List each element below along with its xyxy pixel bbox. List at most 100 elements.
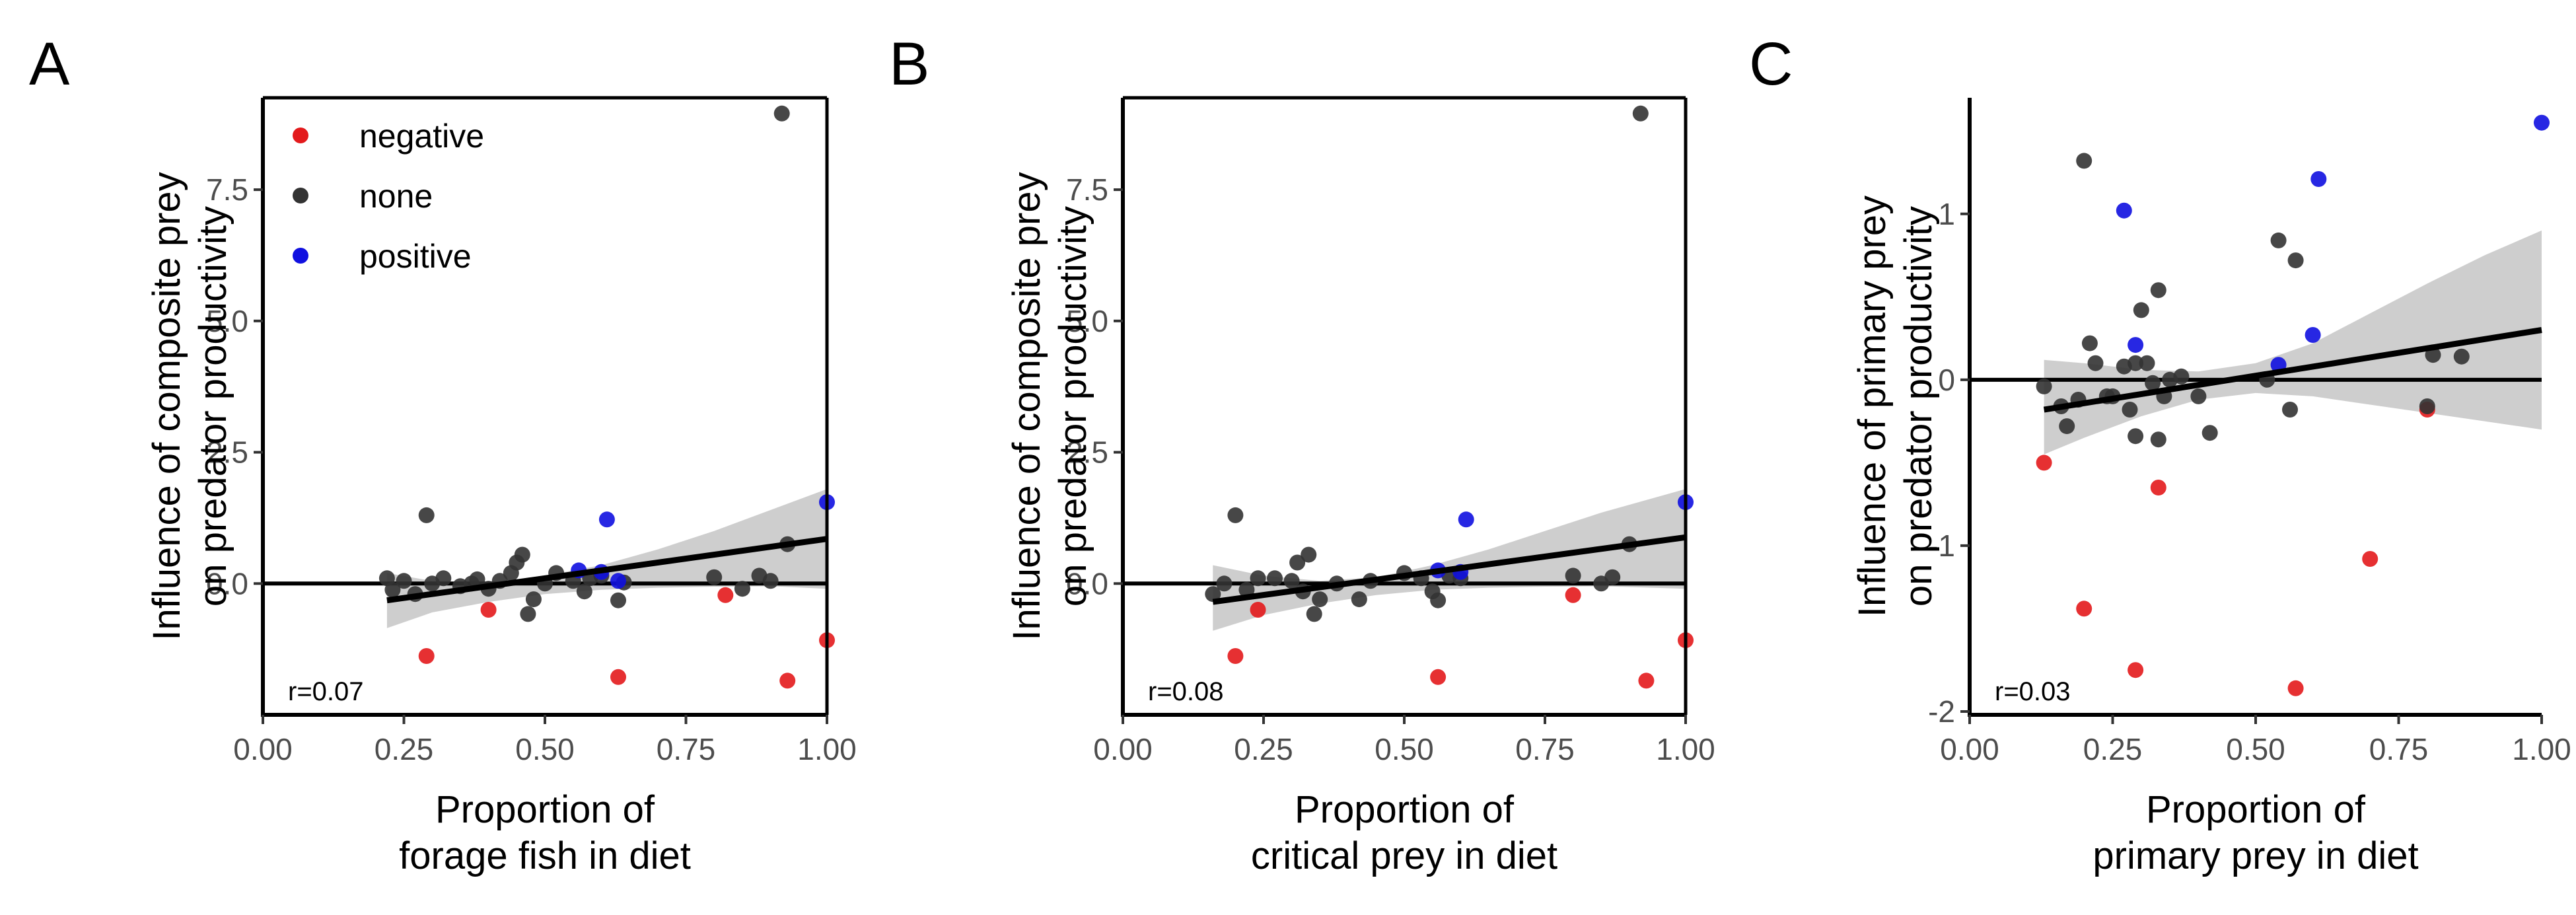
data-point <box>717 587 734 603</box>
y-axis-label: Influence of composite prey <box>1005 172 1048 640</box>
x-axis-label: Proportion of <box>2146 788 2366 831</box>
data-point <box>480 602 497 618</box>
x-tick-label: 0.25 <box>2083 732 2143 766</box>
x-tick-label: 0.25 <box>375 732 434 766</box>
legend-key <box>293 248 308 264</box>
y-tick-label: 0.0 <box>206 566 248 601</box>
data-point <box>2133 302 2149 318</box>
data-point <box>2419 398 2435 414</box>
data-point <box>610 592 626 608</box>
x-tick-label: 1.00 <box>1656 732 1715 766</box>
data-point <box>706 569 723 585</box>
data-point <box>469 571 485 587</box>
data-point <box>384 581 401 598</box>
data-point <box>1267 570 1283 587</box>
data-point <box>1205 586 1221 603</box>
x-tick-label: 1.00 <box>797 732 857 766</box>
data-point <box>1227 648 1244 664</box>
data-point <box>1604 569 1621 585</box>
data-point <box>1227 507 1244 523</box>
x-axis-label: Proportion of <box>435 788 655 831</box>
data-point <box>1565 587 1581 603</box>
series-negative <box>1227 587 1694 689</box>
data-point <box>1312 591 1328 608</box>
data-point <box>2270 232 2287 248</box>
data-point <box>2128 428 2144 445</box>
data-point <box>2087 355 2104 371</box>
legend-key <box>293 128 308 143</box>
correlation-annotation: r=0.03 <box>1995 677 2071 706</box>
data-point <box>525 591 542 608</box>
legend-label: positive <box>359 238 472 275</box>
data-point <box>418 507 435 523</box>
y-axis-label: Influence of primary prey <box>1851 196 1894 617</box>
data-point <box>520 606 536 622</box>
x-tick-label: 0.50 <box>1375 732 1434 766</box>
data-point <box>779 673 796 689</box>
x-tick-label: 0.00 <box>233 732 293 766</box>
data-point <box>2282 402 2298 418</box>
data-point <box>1430 592 1447 608</box>
y-axis-label: on predator productivity <box>1897 206 1940 606</box>
data-point <box>2116 202 2132 219</box>
data-point <box>2145 375 2161 391</box>
data-point <box>2076 601 2093 617</box>
data-point <box>2287 680 2304 696</box>
correlation-annotation: r=0.08 <box>1148 677 1224 706</box>
data-point <box>2036 455 2052 471</box>
data-point <box>1632 105 1649 122</box>
y-tick-label: 2.5 <box>1066 435 1108 470</box>
series-negative <box>2036 402 2435 696</box>
data-point <box>1458 511 1474 528</box>
data-point <box>2128 355 2144 371</box>
data-point <box>734 581 750 597</box>
x-tick-label: 0.75 <box>657 732 716 766</box>
data-point <box>2036 378 2052 394</box>
data-point <box>2190 388 2207 404</box>
series-negative <box>418 587 835 689</box>
data-point <box>2059 418 2075 435</box>
data-point <box>1306 606 1322 622</box>
data-point <box>2122 402 2138 418</box>
data-point <box>1638 673 1655 689</box>
data-point <box>1430 669 1447 685</box>
panel-b: B 0.00 0.25 0.50 0.75 1.00 0.0 2.5 5.0 7.5 Proport… <box>889 30 1715 877</box>
legend-key <box>293 188 308 203</box>
y-tick-label: 7.5 <box>1066 172 1108 207</box>
data-point <box>2076 153 2093 169</box>
trend-line <box>386 536 828 604</box>
data-point <box>2201 425 2218 441</box>
data-point <box>610 669 626 685</box>
data-point <box>418 648 435 664</box>
confidence-band <box>386 489 827 628</box>
x-axis-label: Proportion of <box>1295 788 1515 831</box>
data-point <box>1250 570 1266 587</box>
data-point <box>1283 573 1300 589</box>
y-axis-label: Influence of composite prey <box>145 172 188 640</box>
x-tick-label: 0.50 <box>2226 732 2285 766</box>
x-tick-label: 0.25 <box>1234 732 1293 766</box>
data-point <box>598 511 615 528</box>
data-point <box>762 573 779 589</box>
x-axis-label: forage fish in diet <box>399 834 691 877</box>
data-point <box>2287 252 2304 269</box>
y-tick-label: -2 <box>1928 694 1955 729</box>
y-tick-label: 1 <box>1938 197 1955 231</box>
y-tick-label: 5.0 <box>1066 304 1108 338</box>
data-point <box>2453 348 2470 365</box>
y-tick-label: -1 <box>1928 529 1955 563</box>
legend: negative none positive <box>293 118 484 275</box>
data-point <box>576 583 592 600</box>
x-tick-label: 0.00 <box>1093 732 1153 766</box>
x-tick-label: 0.75 <box>2369 732 2429 766</box>
data-point <box>514 546 530 563</box>
x-tick-label: 0.00 <box>1940 732 1999 766</box>
data-point <box>2173 368 2190 384</box>
data-point <box>2139 355 2155 371</box>
data-point <box>773 105 790 122</box>
data-point <box>2310 171 2327 187</box>
data-point <box>435 570 452 587</box>
data-point <box>396 573 412 589</box>
data-point <box>2150 480 2166 495</box>
